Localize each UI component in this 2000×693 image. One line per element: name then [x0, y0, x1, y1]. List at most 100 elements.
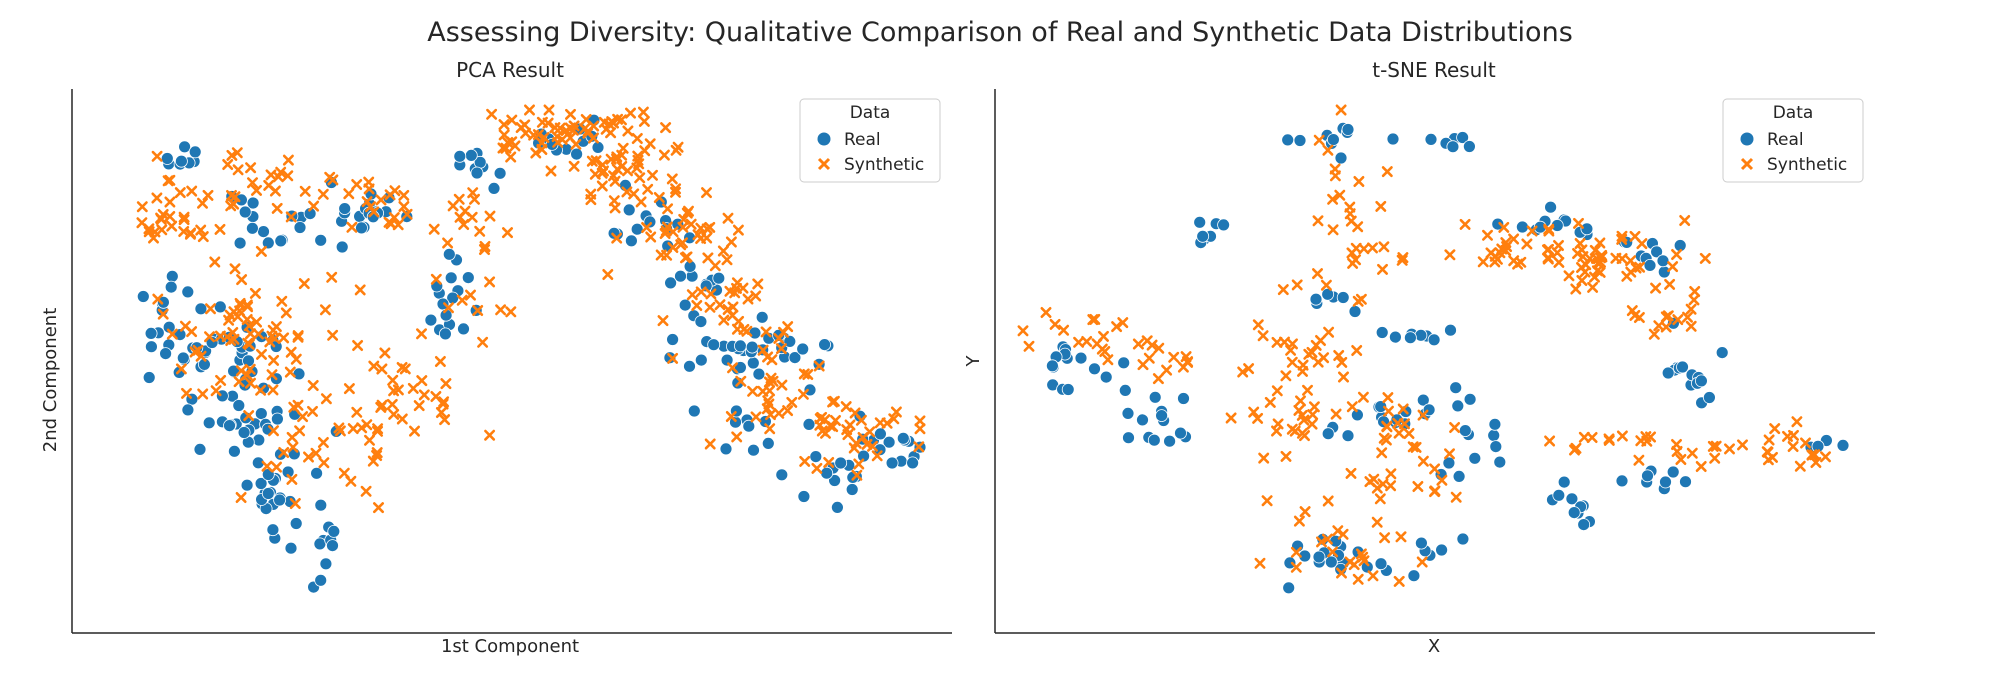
synthetic-point: [1580, 259, 1592, 271]
synthetic-point: [297, 411, 309, 423]
synthetic-point: [1595, 256, 1606, 268]
synthetic-point: [1482, 229, 1493, 241]
synthetic-point: [1385, 468, 1397, 480]
real-point: [1217, 218, 1230, 232]
synthetic-point: [727, 362, 738, 374]
synthetic-point: [1335, 104, 1347, 116]
synthetic-point: [368, 360, 380, 372]
synthetic-point: [596, 180, 608, 192]
real-point: [1456, 532, 1470, 546]
synthetic-point: [701, 223, 713, 235]
synthetic-point: [1449, 422, 1461, 433]
synthetic-point: [442, 237, 454, 249]
real-point: [1424, 132, 1438, 146]
real-point: [1415, 536, 1428, 550]
real-point: [643, 215, 657, 229]
synthetic-point: [1610, 252, 1622, 264]
real-point: [327, 525, 341, 538]
synthetic-point: [722, 304, 734, 315]
synthetic-point: [289, 498, 301, 509]
real-point: [1695, 374, 1708, 388]
synthetic-point: [1368, 473, 1380, 485]
synthetic-point: [385, 218, 397, 230]
synthetic-point: [157, 308, 169, 320]
real-point: [719, 442, 733, 456]
real-point: [1491, 217, 1505, 231]
synthetic-point: [1671, 439, 1682, 450]
synthetic-point: [186, 326, 198, 338]
synthetic-point: [1146, 339, 1158, 351]
real-point: [314, 233, 328, 247]
synthetic-point: [303, 451, 314, 463]
real-point: [1661, 366, 1675, 380]
synthetic-point: [156, 224, 168, 236]
synthetic-point: [204, 331, 215, 343]
synthetic-point: [351, 406, 363, 418]
synthetic-point: [609, 202, 621, 214]
synthetic-point: [670, 186, 681, 198]
synthetic-point: [1521, 238, 1533, 250]
synthetic-point: [1310, 339, 1322, 351]
synthetic-point: [1264, 396, 1276, 408]
synthetic-point: [347, 423, 359, 435]
figure-title: Assessing Diversity: Qualitative Compari…: [427, 17, 1573, 48]
real-point: [313, 537, 327, 551]
synthetic-point: [434, 356, 446, 367]
real-point: [1196, 229, 1210, 243]
synthetic-point: [255, 245, 267, 257]
synthetic-point: [371, 450, 383, 461]
synthetic-point: [245, 162, 257, 174]
real-point: [1389, 330, 1402, 344]
real-point: [1544, 200, 1557, 214]
synthetic-point: [1383, 405, 1394, 417]
real-point: [1435, 543, 1448, 557]
real-point: [470, 166, 484, 180]
synthetic-point: [1132, 338, 1144, 350]
synthetic-point: [1794, 460, 1806, 472]
real-point: [1577, 518, 1591, 531]
synthetic-point: [1574, 238, 1586, 249]
real-point: [254, 407, 268, 421]
real-point: [1334, 151, 1348, 165]
synthetic-point: [725, 236, 737, 248]
synthetic-point: [1102, 354, 1114, 366]
synthetic-point: [453, 193, 465, 205]
synthetic-point: [1578, 431, 1590, 443]
real-point: [1407, 569, 1421, 583]
synthetic-point: [310, 447, 322, 459]
synthetic-point: [538, 132, 550, 143]
synthetic-point: [1444, 249, 1456, 261]
real-point: [746, 356, 760, 370]
synthetic-point: [1485, 247, 1497, 259]
synthetic-point: [474, 225, 486, 237]
synthetic-point: [498, 119, 510, 131]
real-point: [164, 280, 178, 294]
real-point: [144, 340, 158, 354]
synthetic-point: [729, 287, 741, 299]
synthetic-point: [1737, 439, 1748, 451]
synthetic-point: [1688, 294, 1700, 306]
real-point: [1118, 383, 1132, 397]
synthetic-point: [484, 210, 496, 222]
synthetic-point: [155, 213, 167, 225]
synthetic-point: [1393, 427, 1405, 439]
real-point: [1099, 370, 1113, 384]
synthetic-point: [343, 383, 355, 395]
synthetic-point: [532, 129, 544, 141]
real-point: [156, 295, 170, 309]
real-point: [1046, 359, 1059, 373]
synthetic-point: [1695, 461, 1707, 472]
real-point: [896, 431, 910, 445]
synthetic-point: [1322, 495, 1334, 507]
synthetic-point: [396, 413, 408, 425]
real-point: [194, 302, 208, 316]
synthetic-point: [1501, 241, 1513, 253]
synthetic-point: [386, 398, 398, 410]
real-point: [663, 351, 677, 365]
synthetic-point: [1355, 293, 1367, 305]
synthetic-point: [1648, 328, 1660, 340]
synthetic-point: [761, 403, 773, 415]
synthetic-point: [1407, 441, 1419, 453]
synthetic-point: [1344, 556, 1356, 568]
real-point: [1676, 360, 1689, 374]
